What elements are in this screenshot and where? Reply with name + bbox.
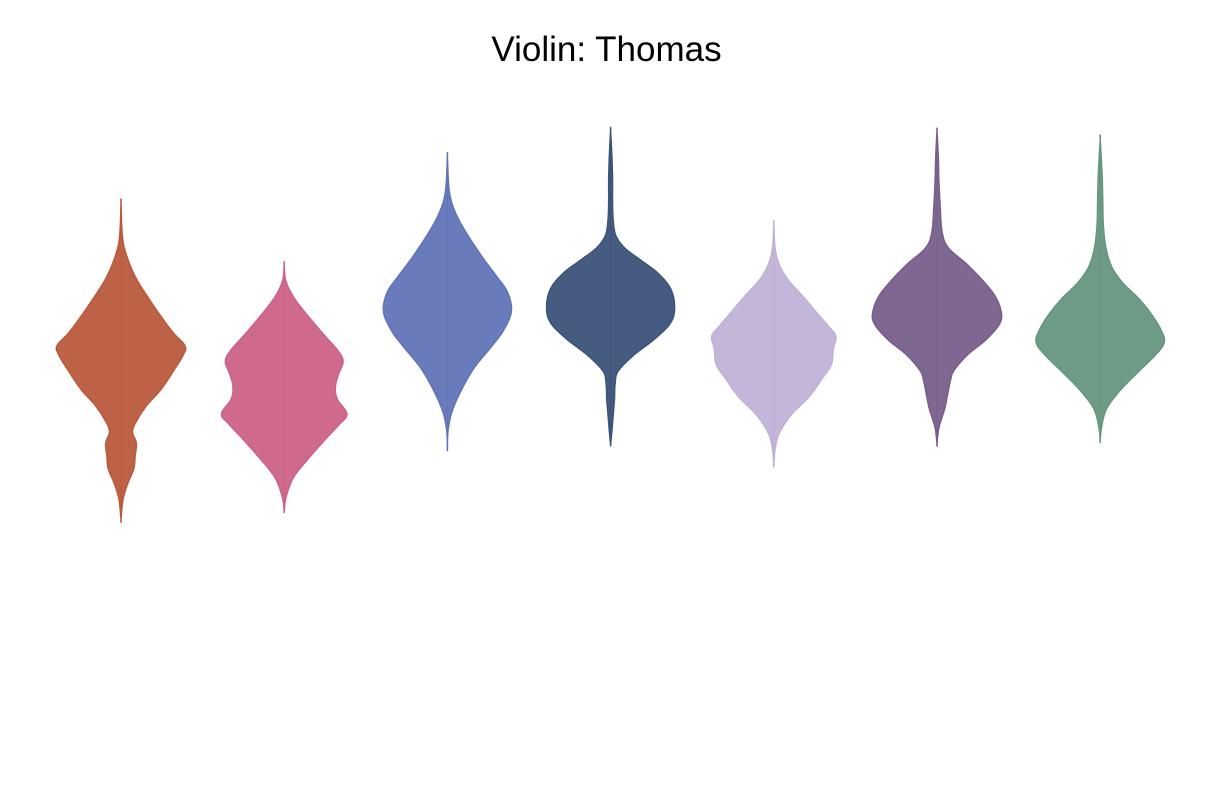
- chart-title: Violin: Thomas: [491, 30, 722, 69]
- violin-group: [55, 126, 1166, 523]
